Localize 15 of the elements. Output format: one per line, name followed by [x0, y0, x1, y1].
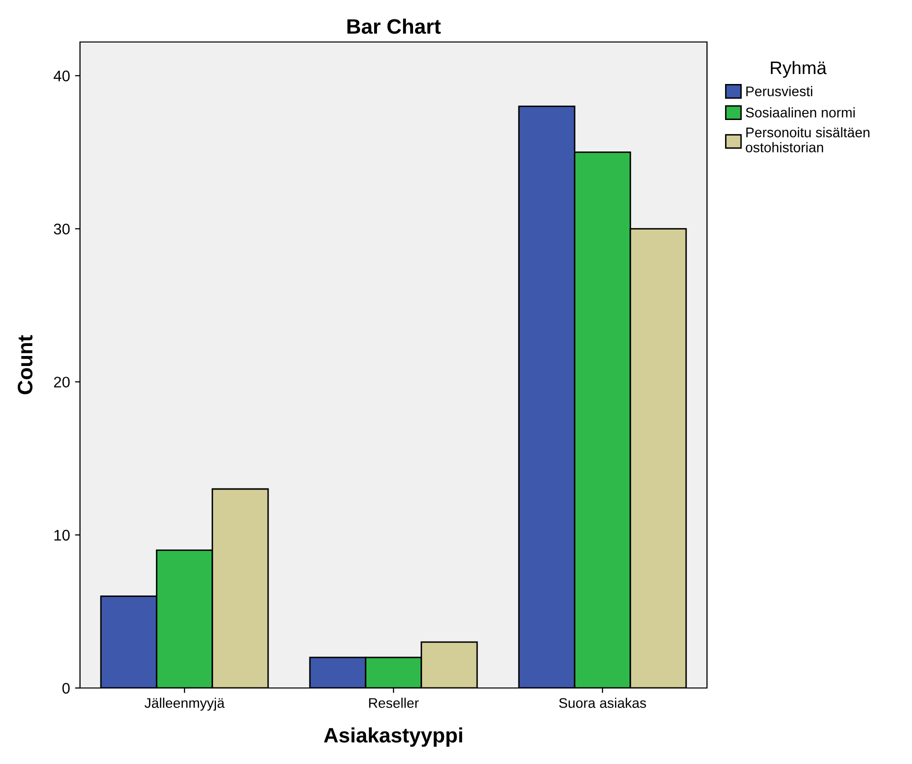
y-tick-label: 30	[54, 224, 70, 234]
chart-title: Bar Chart	[347, 18, 441, 34]
x-axis-title: Asiakastyyppi	[324, 727, 462, 747]
y-tick-label: 40	[54, 70, 70, 82]
legend-label: Sosiaalinen normi	[746, 107, 855, 118]
legend-label: Personoitu sisältäen ostohistorian	[746, 127, 870, 152]
x-tick-label: Reseller	[369, 698, 419, 708]
x-tick-label: Jälleenmyyjä	[144, 698, 225, 711]
y-tick-label: 20	[54, 376, 70, 388]
legend-title: Ryhmä	[770, 60, 827, 78]
y-tick-label: 10	[54, 530, 70, 541]
x-tick-label: Suora asiakas	[559, 698, 646, 708]
legend-label: Perusviesti	[746, 86, 812, 96]
y-axis-title: Count	[18, 335, 32, 394]
y-tick-label: 0	[62, 682, 70, 694]
